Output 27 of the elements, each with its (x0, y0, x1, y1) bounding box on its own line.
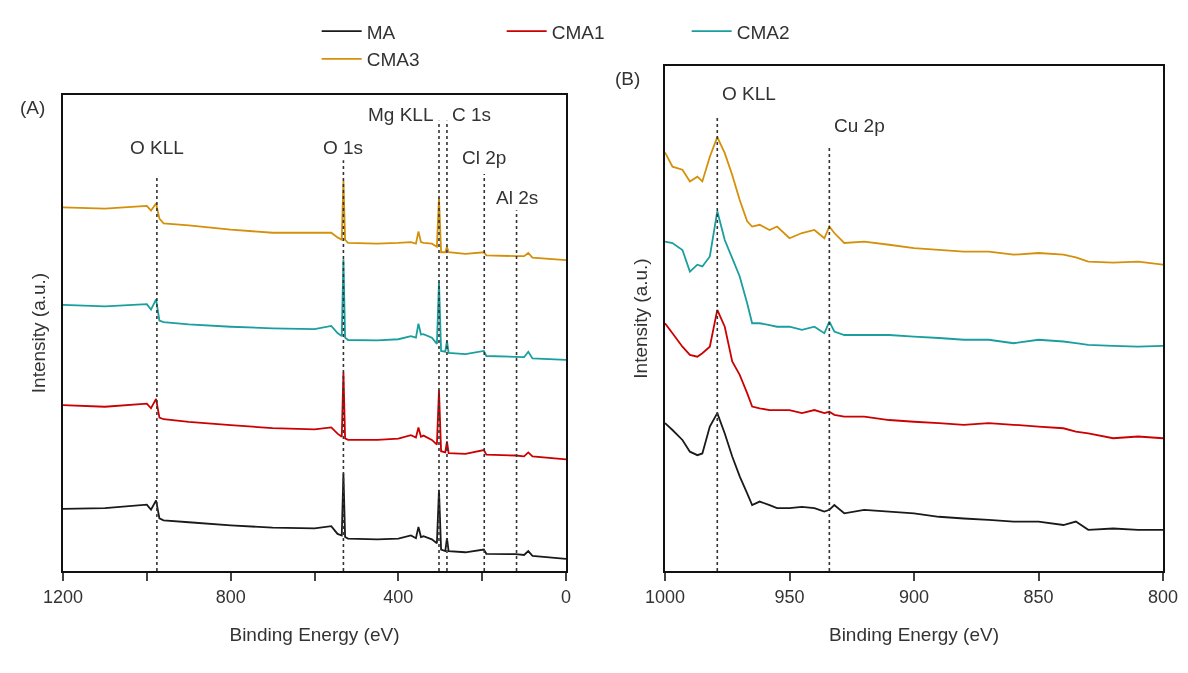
x-axis-title: Binding Energy (eV) (828, 623, 1000, 645)
x-tick-label: 1200 (42, 586, 84, 607)
x-tick-label: 800 (1147, 586, 1179, 607)
ref-line-label: Al 2s (496, 187, 539, 208)
x-tick-label: 800 (215, 586, 246, 607)
x-tick-label: 400 (383, 586, 414, 607)
x-tick-label: 900 (898, 586, 930, 607)
legend-label: CMA1 (551, 21, 605, 43)
ref-line-label: Mg KLL (368, 104, 434, 125)
ref-line-label: C 1s (452, 104, 492, 125)
ref-line-label: Cl 2p (462, 147, 507, 168)
x-tick-label: 1000 (644, 586, 686, 607)
ref-line-label: O KLL (130, 137, 184, 158)
ref-line-label: O 1s (323, 137, 364, 158)
x-axis-title: Binding Energy (eV) (229, 623, 400, 645)
x-tick-label: 850 (1023, 586, 1054, 607)
text: (A) (20, 97, 46, 118)
legend-label: CMA2 (736, 21, 790, 43)
x-tick-label: 0 (560, 586, 572, 607)
text: (B) (615, 68, 641, 89)
ref-line-label: O KLL (722, 83, 776, 104)
legend-label: MA (366, 21, 396, 43)
ref-line-label: Cu 2p (834, 115, 885, 136)
legend-label: CMA3 (366, 49, 420, 71)
y-axis-title: Intensity (a.u.) (630, 258, 652, 379)
y-axis-title: Intensity (a.u.) (28, 272, 50, 394)
x-tick-label: 950 (774, 586, 805, 607)
